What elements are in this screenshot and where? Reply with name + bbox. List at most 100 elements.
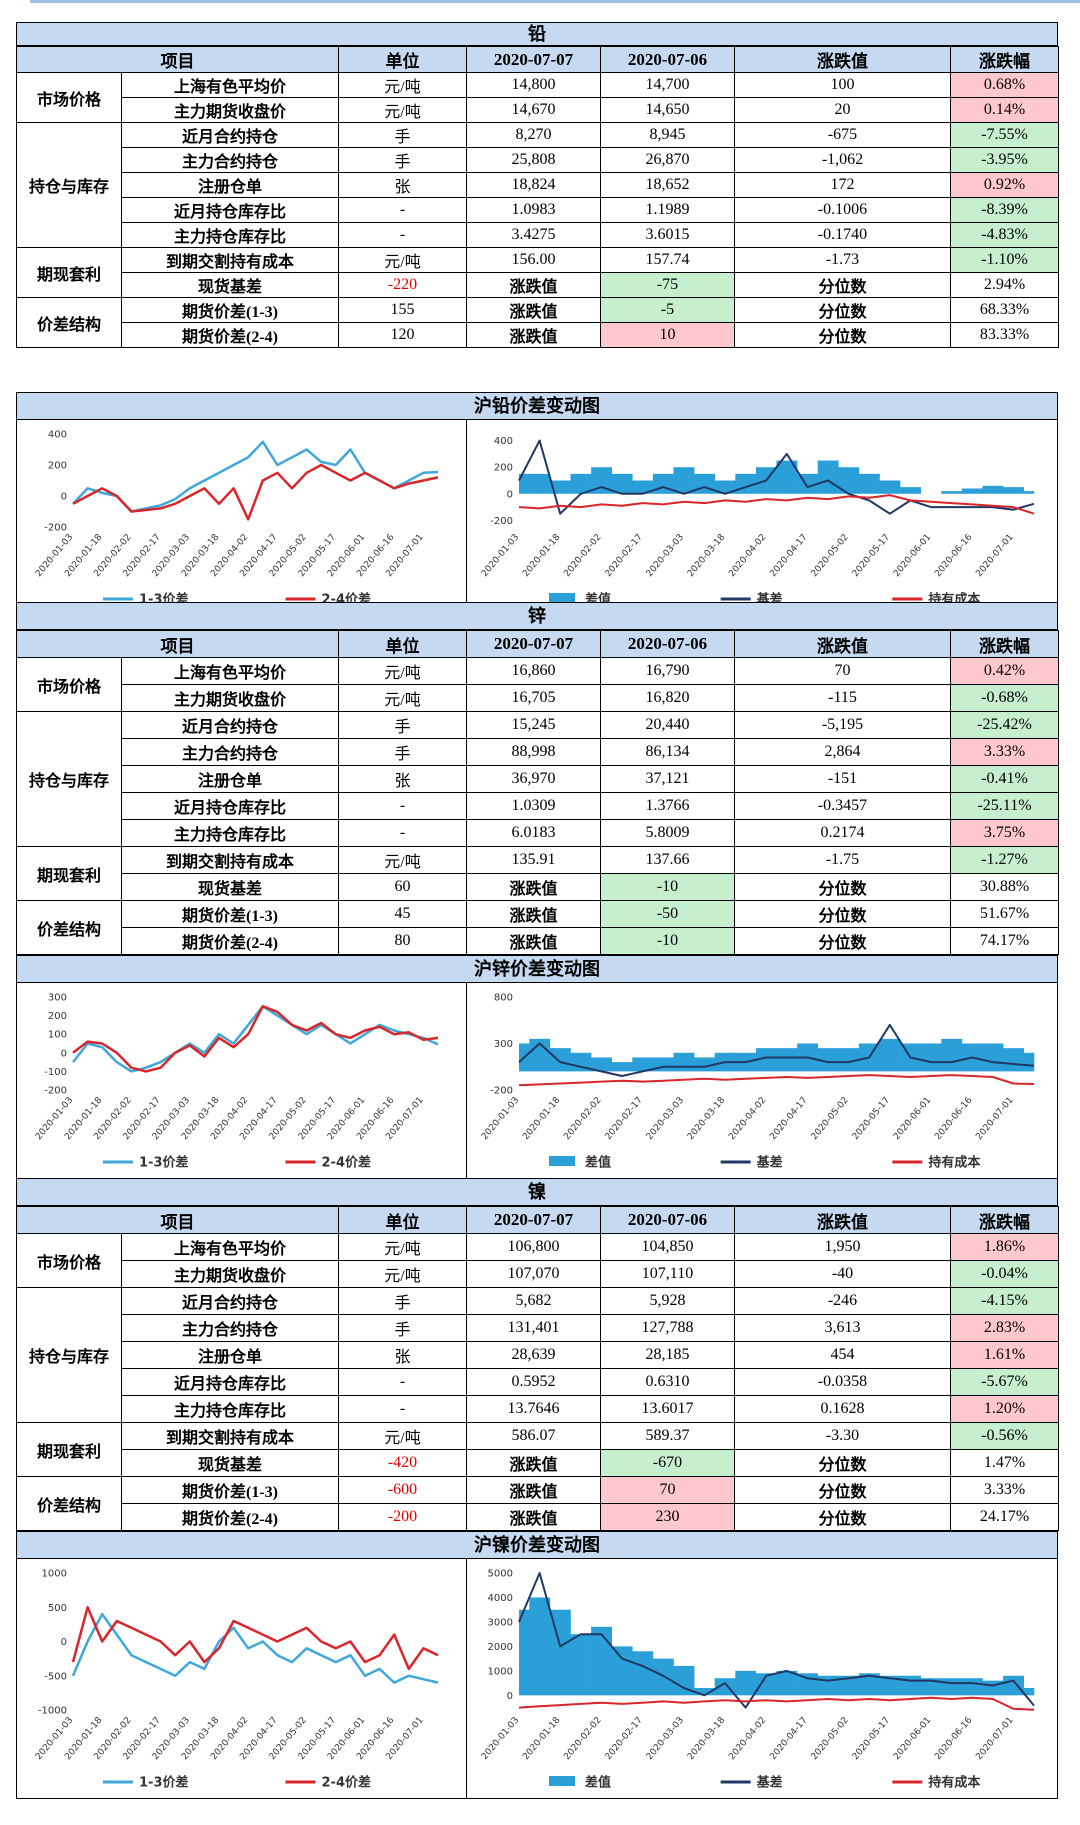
header-cell: 单位: [338, 630, 467, 658]
table-row: 主力持仓库存比 -6.0183 5.8009 0.2174 3.75%: [17, 819, 1059, 847]
x-tick-label: 2020-04-02: [727, 533, 768, 580]
cell: -50: [600, 900, 735, 928]
header-cell: 项目: [16, 630, 339, 658]
section: 锌项目 单位 2020-07-07 2020-07-06 涨跌值 涨跌幅 市场价格 上海有色平…: [16, 602, 1059, 1179]
cell: 近月合约持仓: [121, 122, 339, 148]
area-segment: [693, 1687, 715, 1696]
cell: 手: [338, 1287, 467, 1315]
x-tick-label: 2020-01-18: [521, 1715, 562, 1762]
area-segment: [961, 1678, 983, 1696]
area-segment: [776, 1048, 797, 1072]
cell: 0.5952: [466, 1368, 601, 1396]
legend-swatch: [548, 593, 575, 603]
x-tick-label: 2020-06-01: [892, 1096, 933, 1143]
area-segment: [611, 1646, 633, 1696]
cell: 主力合约持仓: [121, 147, 339, 173]
cell: 172: [734, 172, 951, 198]
cell: 45: [338, 900, 467, 928]
area-segment: [570, 1634, 591, 1696]
data-table: 项目 单位 2020-07-07 2020-07-06 涨跌值 涨跌幅 市场价格 上海有色平均…: [16, 1206, 1059, 1531]
group-cell: 市场价格: [16, 1233, 122, 1288]
cell: 20,440: [600, 711, 735, 739]
cell: -151: [734, 765, 951, 793]
chart: -200 300 800 2020-01-03 2020-01-18 2020-02-02…: [480, 993, 1034, 1171]
y-tick-label: -200: [490, 516, 513, 527]
cell: 主力持仓库存比: [121, 1395, 339, 1423]
cell: -: [338, 222, 467, 248]
group-cell: 市场价格: [16, 72, 122, 123]
cell: 1,950: [734, 1233, 951, 1261]
legend-swatch: [548, 1776, 575, 1786]
cell: 13.7646: [466, 1395, 601, 1423]
cell: 120: [338, 322, 467, 348]
series-line: [517, 1023, 1034, 1077]
cell: 30.88%: [950, 873, 1059, 901]
cell: 近月合约持仓: [121, 711, 339, 739]
y-tick-label: 200: [48, 1011, 67, 1022]
series-line: [72, 1005, 439, 1073]
cell: 28,185: [600, 1341, 735, 1369]
area-segment: [528, 473, 550, 494]
area-segment: [1002, 1675, 1024, 1696]
cell: 主力合约持仓: [121, 1314, 339, 1342]
cell: 现货基差: [121, 873, 339, 901]
cell: 主力持仓库存比: [121, 819, 339, 847]
cell: -8.39%: [950, 197, 1059, 223]
cell: 107,110: [600, 1260, 735, 1288]
cell: 涨跌值: [466, 322, 601, 348]
cell: 分位数: [734, 297, 951, 323]
area-segment: [631, 480, 653, 494]
header-row: 项目 单位 2020-07-07 2020-07-06 涨跌值 涨跌幅: [16, 1206, 1059, 1234]
cell: 手: [338, 711, 467, 739]
group-cell: 持仓与库存: [16, 711, 122, 847]
section: 镍项目 单位 2020-07-07 2020-07-06 涨跌值 涨跌幅 市场价格 上海有色平…: [16, 1178, 1059, 1799]
cell: 131,401: [466, 1314, 601, 1342]
cell: 期货价差(2-4): [121, 1503, 339, 1531]
legend-label: 基差: [755, 1155, 782, 1171]
cell: -420: [338, 1449, 467, 1477]
data-table: 项目 单位 2020-07-07 2020-07-06 涨跌值 涨跌幅 市场价格 上海有色平均…: [16, 630, 1059, 955]
area-segment: [518, 1609, 530, 1696]
cell: 8,945: [600, 122, 735, 148]
chart-row: -200 -100 0 100 200 300 2020-01-03 2020-01-18 20…: [16, 983, 1058, 1179]
chart-row: -200 0 200 400 2020-01-03 2020-01-18 2020-02-0…: [16, 420, 1058, 616]
cell: 期货价差(2-4): [121, 927, 339, 955]
cell: 80: [338, 927, 467, 955]
cell: -: [338, 792, 467, 820]
area-segment: [776, 1670, 797, 1696]
x-tick-label: 2020-03-18: [686, 1095, 727, 1142]
cell: 元/吨: [338, 72, 467, 98]
area-segment: [920, 1043, 942, 1072]
table-row: 主力持仓库存比 -3.4275 3.6015 -0.1740 -4.83%: [17, 222, 1059, 248]
cell: 手: [338, 122, 467, 148]
table-row: 现货基差 -420 涨跌值 -670 分位数 1.47%: [17, 1449, 1059, 1477]
x-tick-label: 2020-06-16: [933, 532, 974, 579]
y-tick-label: 0: [61, 492, 67, 503]
table-row: 近月持仓库存比 -1.0983 1.1989 -0.1006 -8.39%: [17, 197, 1059, 223]
y-tick-label: -200: [44, 523, 67, 534]
cell: -675: [734, 122, 951, 148]
table-row: 主力合约持仓手 88,998 86,134 2,864 3.33%: [17, 738, 1059, 766]
y-tick-label: 1000: [487, 1666, 512, 1677]
area-segment: [590, 467, 612, 494]
cell: -40: [734, 1260, 951, 1288]
area-segment: [693, 1057, 715, 1072]
cell: 上海有色平均价: [121, 72, 339, 98]
cell: -: [338, 1368, 467, 1396]
cell: 张: [338, 1341, 467, 1369]
chart: 0 1000 2000 3000 4000 5000 2020-01-03 2020-01-1…: [480, 1569, 1035, 1791]
cell: 37,121: [600, 765, 735, 793]
chart: -1000-500050010002020-01-032020-01-18202…: [34, 1559, 467, 1798]
cell: 近月合约持仓: [121, 1287, 339, 1315]
cell: 10: [600, 322, 735, 348]
cell: 分位数: [734, 1449, 951, 1477]
group-cell: 价差结构: [16, 900, 122, 955]
cell: -5: [600, 297, 735, 323]
header-cell: 涨跌值: [734, 1206, 951, 1234]
x-tick-label: 2020-01-03: [480, 533, 521, 580]
cell: 注册仓单: [121, 765, 339, 793]
y-tick-label: -1000: [38, 1706, 67, 1717]
area-segment: [879, 1038, 900, 1072]
table-row: 注册仓单张 36,970 37,121 -151 -0.41%: [17, 765, 1059, 793]
cell: -75: [600, 272, 735, 298]
